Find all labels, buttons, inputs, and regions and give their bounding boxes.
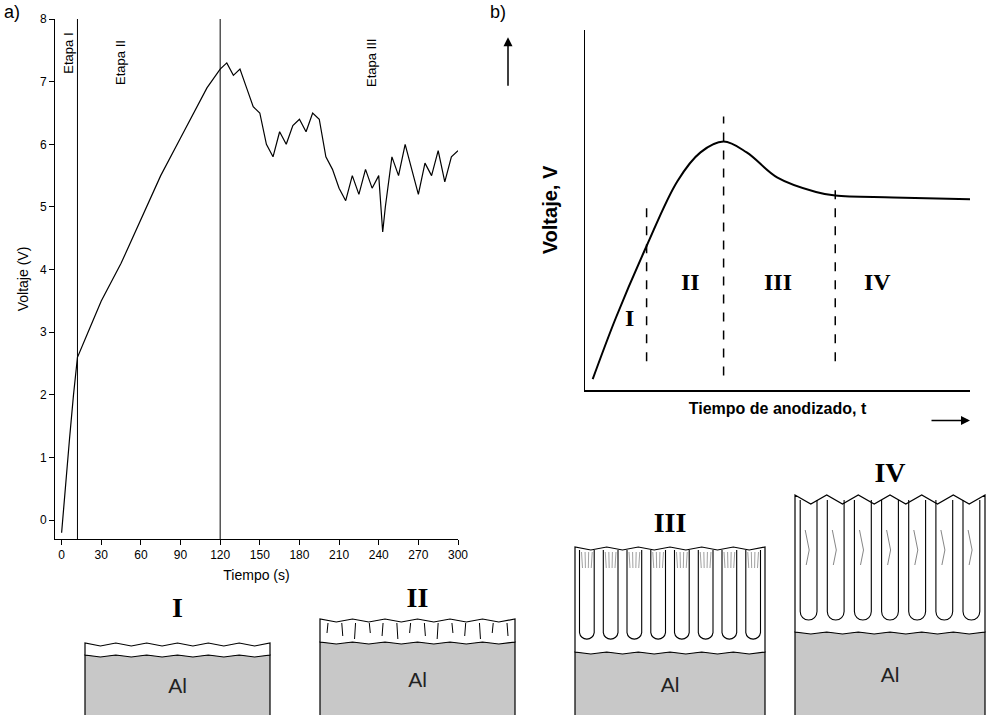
svg-text:III: III [654,507,687,538]
svg-text:90: 90 [174,548,188,562]
svg-text:Al: Al [661,673,680,696]
svg-text:Tiempo de anodizado, t: Tiempo de anodizado, t [689,400,867,417]
svg-text:1: 1 [40,451,47,465]
svg-text:Al: Al [408,668,427,691]
svg-text:Voltaje, V: Voltaje, V [539,165,561,254]
svg-text:60: 60 [134,548,148,562]
svg-text:150: 150 [250,548,270,562]
svg-text:8: 8 [40,12,47,26]
svg-text:3: 3 [40,325,47,339]
svg-text:210: 210 [329,548,349,562]
svg-text:II: II [407,582,429,613]
html-text:b): b) [490,2,506,22]
svg-text:Tiempo (s): Tiempo (s) [223,567,289,583]
svg-text:240: 240 [369,548,389,562]
svg-text:180: 180 [289,548,309,562]
svg-text:Etapa III: Etapa III [364,39,379,87]
svg-text:IV: IV [864,269,891,295]
svg-text:120: 120 [210,548,230,562]
svg-text:III: III [764,269,792,295]
svg-text:I: I [625,305,634,331]
svg-text:Voltaje (V): Voltaje (V) [15,247,31,312]
svg-text:II: II [681,269,700,295]
svg-text:Al: Al [168,674,187,697]
svg-text:300: 300 [448,548,468,562]
svg-text:Etapa I: Etapa I [61,32,76,73]
html-text:a): a) [4,2,20,22]
svg-text:6: 6 [40,138,47,152]
svg-text:4: 4 [40,263,47,277]
svg-text:270: 270 [408,548,428,562]
svg-text:2: 2 [40,388,47,402]
svg-text:Al: Al [881,663,900,686]
svg-text:I: I [172,592,183,623]
svg-text:IV: IV [874,457,905,488]
svg-text:Etapa II: Etapa II [113,40,128,85]
svg-text:30: 30 [95,548,109,562]
svg-text:0: 0 [40,513,47,527]
svg-text:5: 5 [40,200,47,214]
svg-text:7: 7 [40,75,47,89]
svg-text:0: 0 [58,548,65,562]
